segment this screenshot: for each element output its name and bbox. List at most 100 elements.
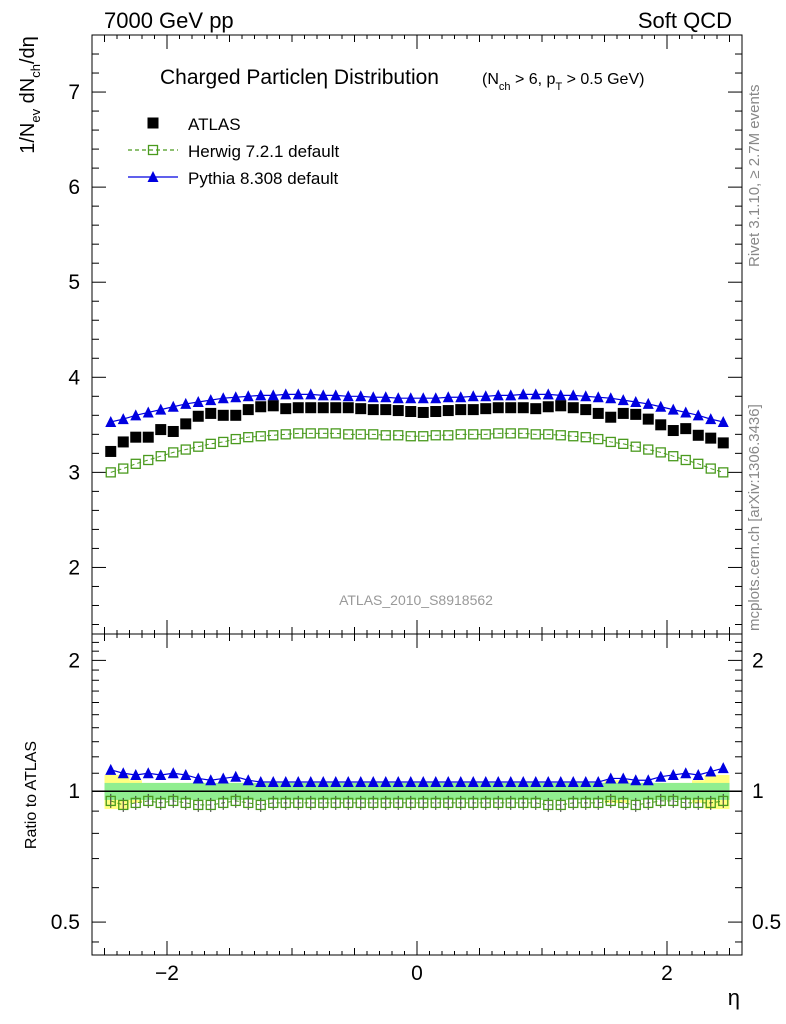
herwig-point <box>130 458 141 469</box>
herwig-ratio-point <box>205 799 216 811</box>
herwig-ratio-point <box>543 799 554 811</box>
herwig-ratio-point <box>405 797 416 809</box>
herwig-ratio-point <box>618 797 629 809</box>
pythia-ratio-point <box>130 768 142 780</box>
pythia-ratio-point <box>105 763 117 775</box>
pythia-point <box>542 388 554 400</box>
ratio-panel-marks <box>105 762 729 812</box>
ratio-y-tick-label-right: 1 <box>752 780 764 803</box>
herwig-point <box>530 429 541 440</box>
atlas-point <box>330 402 342 414</box>
pythia-ratio-point <box>305 776 317 788</box>
atlas-point <box>117 436 129 448</box>
herwig-ratio-point <box>418 797 429 809</box>
pythia-ratio-point <box>505 776 517 788</box>
pythia-ratio-point <box>517 776 529 788</box>
atlas-point <box>605 411 617 423</box>
herwig-point <box>418 431 429 442</box>
atlas-point <box>692 429 704 441</box>
x-tick-label: 0 <box>411 962 423 985</box>
atlas-point <box>442 405 454 417</box>
herwig-point <box>593 433 604 445</box>
x-axis-label: η <box>728 985 740 1010</box>
atlas-point <box>180 418 192 430</box>
herwig-point <box>443 430 454 441</box>
pythia-ratio-point <box>567 776 579 788</box>
herwig-ratio-point <box>330 797 341 809</box>
pythia-ratio-point <box>292 776 304 788</box>
atlas-point <box>217 409 229 421</box>
herwig-point <box>343 429 354 440</box>
pythia-ratio-point <box>367 776 379 788</box>
atlas-point <box>167 425 179 437</box>
pythia-point <box>505 389 517 401</box>
pythia-ratio-point <box>205 774 217 786</box>
herwig-point <box>168 447 179 458</box>
pythia-point <box>117 413 129 425</box>
pythia-ratio-point <box>267 776 279 788</box>
herwig-ratio-point <box>193 799 204 811</box>
herwig-point <box>205 438 216 449</box>
herwig-point <box>705 463 716 474</box>
herwig-line <box>110 432 724 473</box>
atlas-point <box>292 402 304 414</box>
herwig-ratio-point <box>393 797 404 809</box>
atlas-point <box>192 410 204 422</box>
herwig-point <box>605 436 616 448</box>
pythia-point <box>642 397 654 409</box>
main-y-axis-label: 1/Nev dNch/dη <box>17 36 43 154</box>
herwig-point <box>380 430 391 441</box>
pythia-ratio-point <box>717 762 729 774</box>
herwig-point <box>668 451 679 462</box>
pythia-ratio-point <box>667 768 679 780</box>
pythia-point <box>592 391 604 403</box>
atlas-point <box>492 402 504 414</box>
atlas-point <box>242 404 254 416</box>
atlas-point <box>480 403 492 415</box>
pythia-point <box>555 389 567 401</box>
pythia-ratio-point <box>542 776 554 788</box>
pythia-point <box>330 389 342 401</box>
pythia-point <box>630 396 642 408</box>
atlas-point <box>655 419 667 431</box>
pythia-point <box>267 389 279 401</box>
herwig-ratio-point <box>530 797 541 809</box>
pythia-point <box>380 391 392 403</box>
herwig-ratio-point <box>518 797 529 809</box>
pythia-ratio-point <box>417 776 429 788</box>
atlas-point <box>355 403 367 415</box>
atlas-point <box>630 408 642 420</box>
ratio-y-axis-label: Ratio to ATLAS <box>23 741 40 849</box>
herwig-point <box>280 429 291 440</box>
pythia-ratio-point <box>180 768 192 780</box>
pythia-ratio-point <box>155 768 167 780</box>
pythia-point <box>155 403 167 415</box>
pythia-point <box>442 391 454 403</box>
atlas-point <box>580 404 592 416</box>
pythia-point <box>692 409 704 421</box>
herwig-point <box>318 428 329 439</box>
atlas-point <box>142 431 154 443</box>
pythia-ratio-point <box>480 776 492 788</box>
herwig-point <box>518 428 529 439</box>
pythia-ratio-point <box>192 772 204 784</box>
herwig-ratio-point <box>368 797 379 809</box>
atlas-point <box>105 445 117 457</box>
herwig-point <box>493 428 504 439</box>
pythia-ratio-point <box>630 774 642 786</box>
herwig-ratio-point <box>718 795 729 807</box>
herwig-point <box>555 430 566 441</box>
herwig-point <box>580 432 591 443</box>
pythia-point <box>392 392 404 404</box>
pythia-ratio-point <box>530 776 542 788</box>
pythia-point <box>280 388 292 400</box>
pythia-ratio-point <box>217 772 229 784</box>
pythia-point <box>180 397 192 409</box>
herwig-ratio-point <box>655 795 666 807</box>
x-tick-label: −2 <box>155 962 179 985</box>
atlas-point <box>505 402 517 414</box>
pythia-point <box>355 390 367 402</box>
atlas-point <box>255 401 267 413</box>
herwig-point <box>193 441 204 452</box>
pythia-point <box>517 388 529 400</box>
